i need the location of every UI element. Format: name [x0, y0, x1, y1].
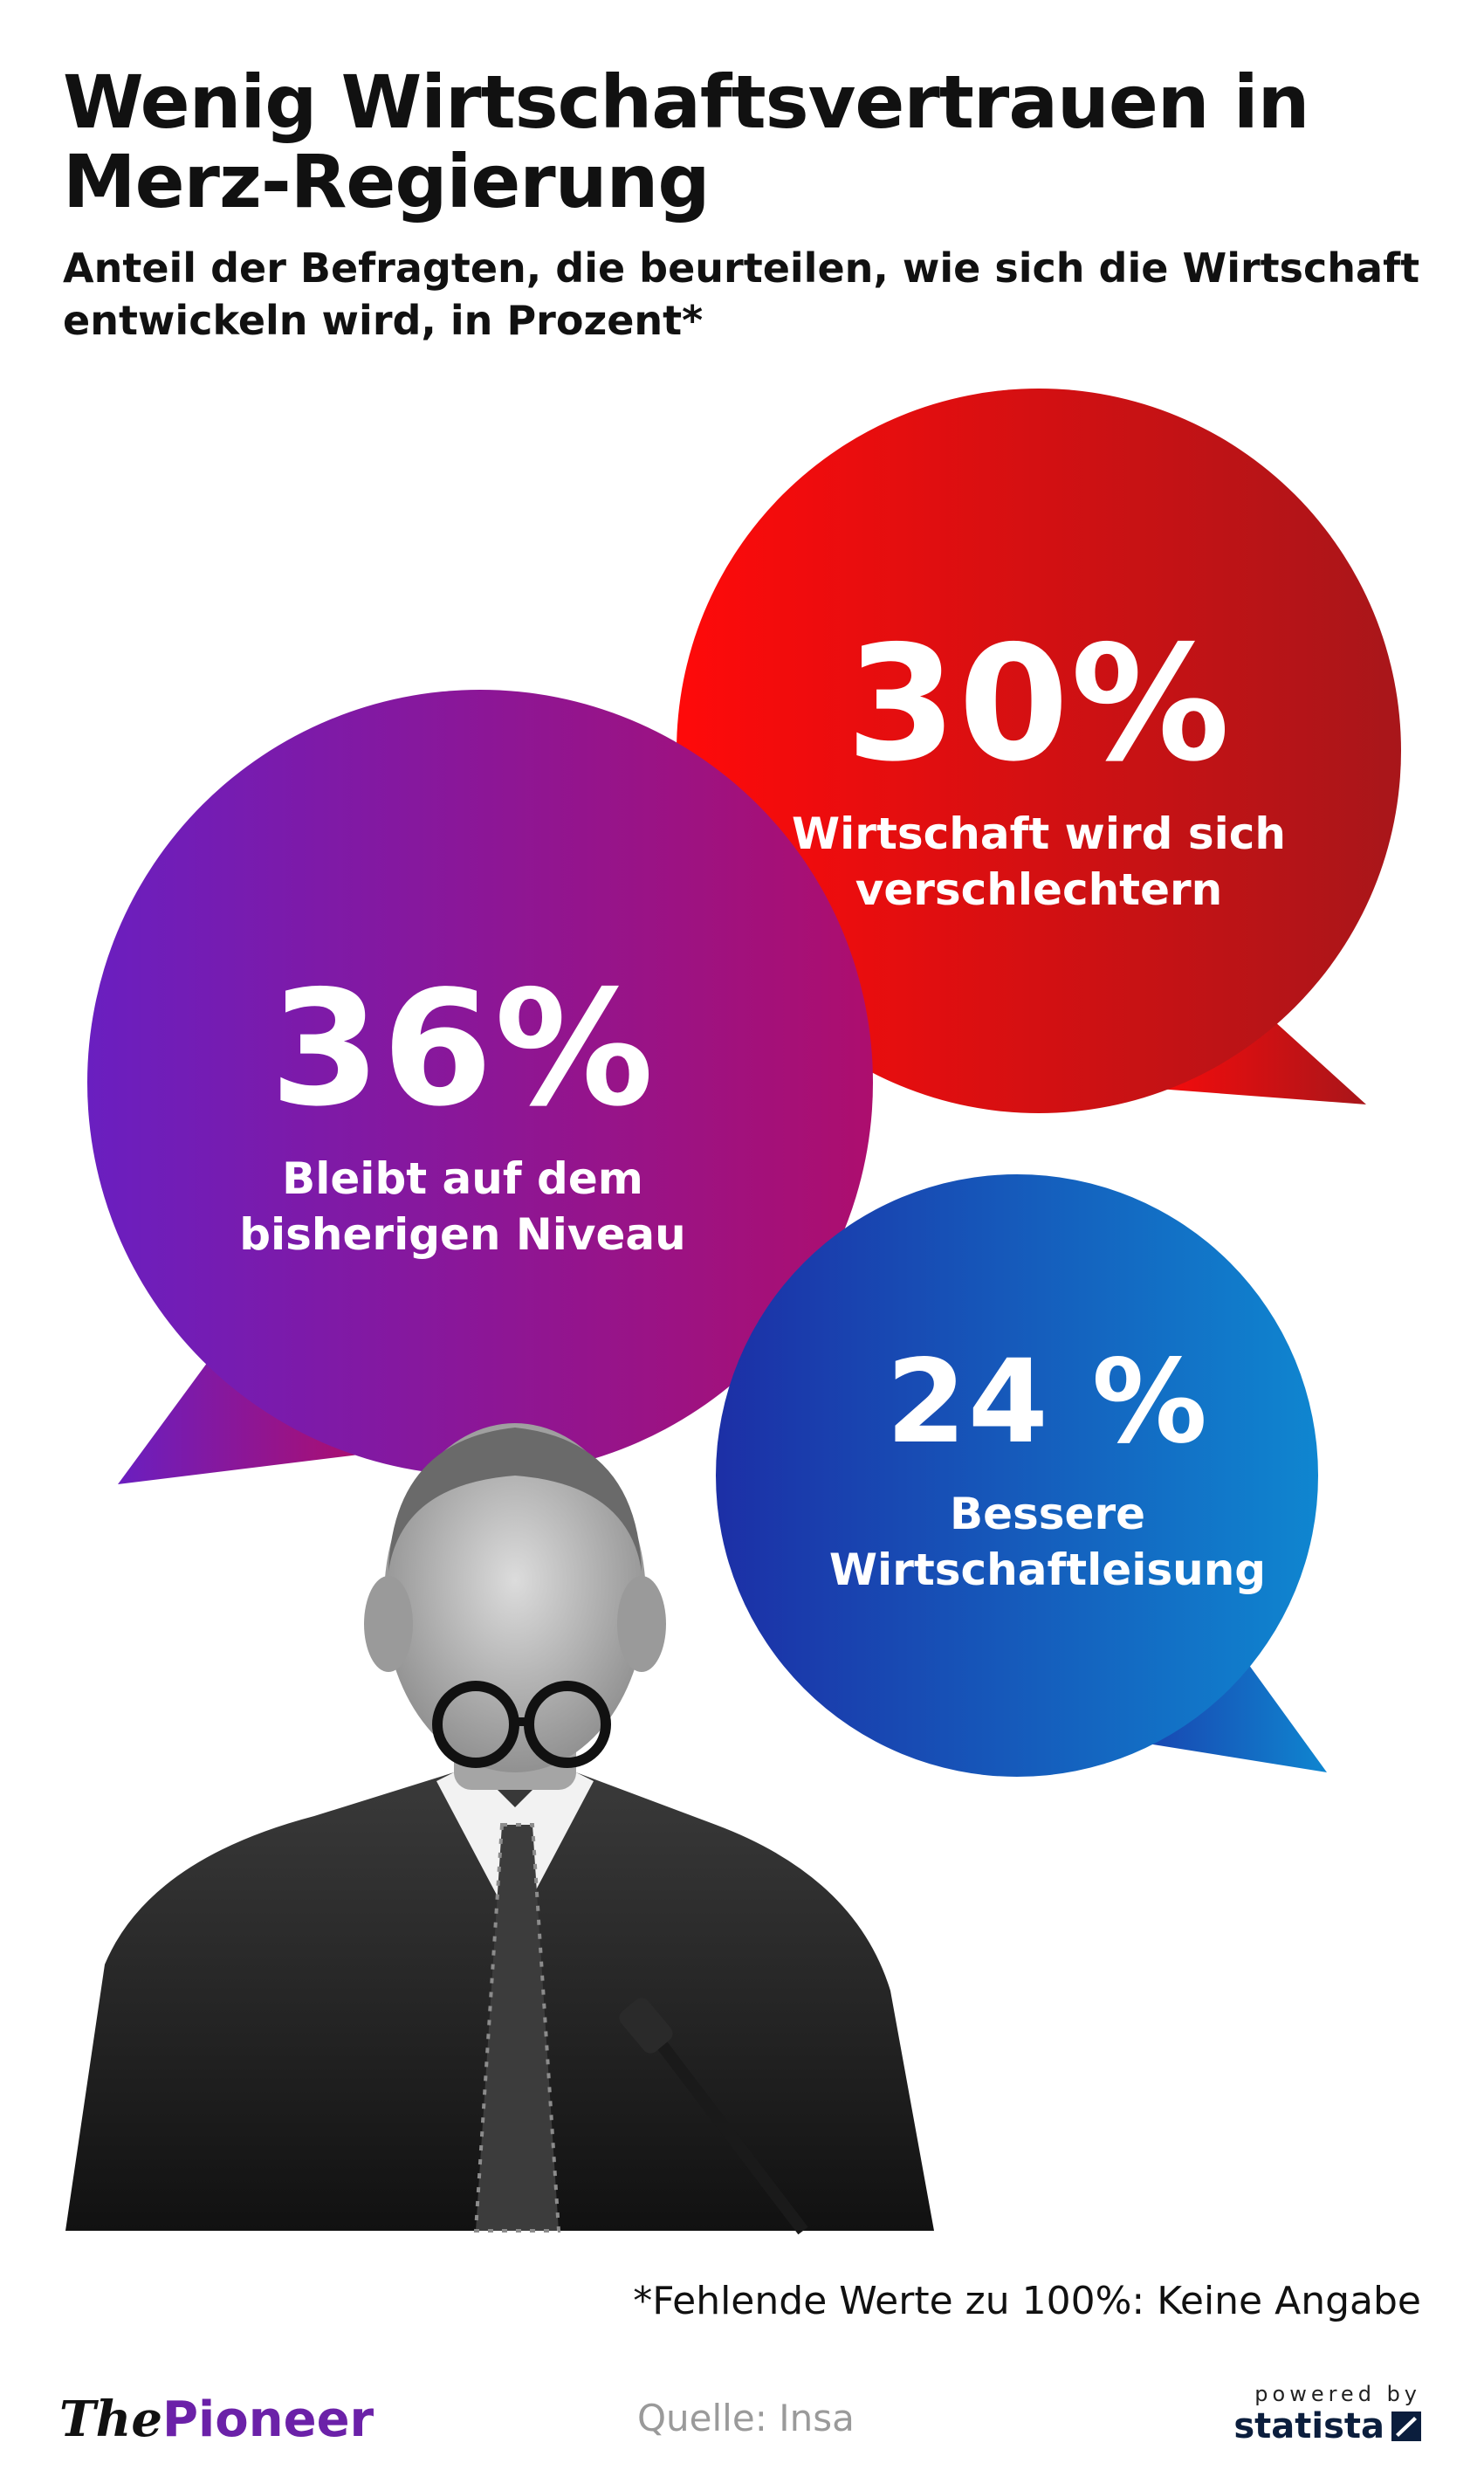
chart-title: Wenig Wirtschaftsvertrauen in Merz-Regie…: [63, 59, 1309, 224]
brand-pioneer: Pioneer: [162, 2391, 374, 2448]
statista-icon: [1391, 2412, 1421, 2441]
statista-name: statista: [1233, 2406, 1384, 2446]
bubble-worse-circle: [677, 389, 1401, 1113]
hair: [388, 1428, 642, 1572]
bubble-same-circle: [87, 690, 873, 1476]
bubble-same-label: Bleibt auf dem bisherigen Niveau: [87, 1151, 838, 1263]
bubble-better-value: 24 %: [886, 1335, 1209, 1469]
bubble-same-value: 36%: [270, 956, 656, 1141]
bubble-better-circle: [716, 1174, 1318, 1777]
brand-the: The: [59, 2391, 163, 2448]
bubble-better-label: Bessere Wirtschaftleisung: [716, 1486, 1379, 1598]
bubble-better-label-line1: Bessere: [949, 1489, 1146, 1539]
bubble-worse-text: 30% Wirtschaft wird sich verschlechtern: [690, 624, 1388, 918]
powered-by: powered by: [1254, 2382, 1421, 2406]
bubble-worse-label-line2: verschlechtern: [855, 864, 1223, 915]
bubble-same-label-line2: bisherigen Niveau: [239, 1209, 686, 1260]
bubble-better-label-line2: Wirtschaftleisung: [828, 1545, 1267, 1595]
tie-pattern: [473, 1823, 561, 2233]
glasses-icon: [432, 1681, 611, 1768]
ear-left: [364, 1576, 413, 1672]
bubble-worse-label-line1: Wirtschaft wird sich: [792, 808, 1286, 859]
source: Quelle: Insa: [637, 2397, 855, 2439]
bubble-worse: [677, 389, 1401, 1113]
bubble-worse-label: Wirtschaft wird sich verschlechtern: [690, 806, 1388, 918]
politician-photo: [65, 1423, 934, 2235]
statista-wordmark: statista: [1233, 2406, 1421, 2446]
microphone-head: [619, 1998, 673, 2054]
statista-logo: powered by statista: [1233, 2382, 1421, 2446]
bubble-same-text: 36% Bleibt auf dem bisherigen Niveau: [87, 969, 838, 1263]
brand-logo: ThePioneer: [59, 2391, 374, 2448]
bubble-better-text: 24 % Bessere Wirtschaftleisung: [716, 1345, 1379, 1598]
bubble-better: [716, 1174, 1327, 1777]
footnote: *Fehlende Werte zu 100%: Keine Angabe: [633, 2279, 1421, 2323]
bubble-same-tail: [118, 1336, 367, 1484]
ear-right: [617, 1576, 666, 1672]
bubble-same-label-line1: Bleibt auf dem: [282, 1153, 643, 1204]
bubble-worse-value: 30%: [846, 611, 1232, 796]
bubble-same: [87, 690, 873, 1484]
microphone: [632, 2008, 808, 2235]
chart-subtitle: Anteil der Befragten, die beurteilen, wi…: [63, 244, 1420, 344]
